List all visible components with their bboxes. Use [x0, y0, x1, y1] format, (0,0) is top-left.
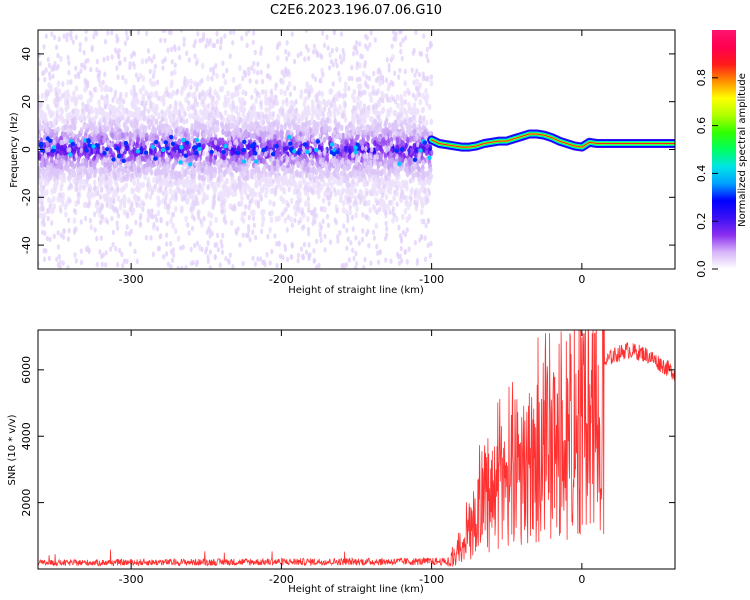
colorbar-gradient — [712, 30, 736, 269]
x-tick-label: 0 — [578, 273, 585, 286]
colorbar-tick-label: 0.6 — [695, 117, 708, 135]
y-tick-label: 6000 — [20, 356, 33, 384]
x-tick-label: 0 — [578, 573, 585, 586]
snr-series-line — [38, 330, 675, 567]
colorbar-ticks: 0.0 0.2 0.4 0.6 0.8 — [695, 69, 718, 278]
snr-x-ticks: -300 -200 -100 0 — [119, 330, 585, 586]
colorbar-tick-label: 0.2 — [695, 212, 708, 230]
y-tick-label: 40 — [20, 47, 33, 61]
spectrogram-y-ticks: -40 -20 0 20 40 — [20, 47, 675, 254]
doppler-track-layer-5 — [431, 133, 675, 148]
colorbar-tick-label: 0.4 — [695, 165, 708, 183]
x-tick-label: -100 — [419, 273, 444, 286]
x-tick-label: -100 — [419, 573, 444, 586]
spectrogram-noise — [38, 30, 434, 269]
snr-frame — [37, 329, 676, 570]
spectrogram-y-label: Frequency (Hz) — [9, 112, 20, 188]
y-tick-label: 4000 — [20, 422, 33, 450]
colorbar-label: Normalized spectral amplitude — [737, 73, 748, 227]
snr-y-ticks: 2000 4000 6000 — [20, 356, 675, 517]
y-tick-label: -20 — [20, 188, 33, 206]
colorbar-tick-label: 0.0 — [695, 260, 708, 278]
snr-panel: -300 -200 -100 0 2000 4000 6000 Height of str… — [7, 329, 676, 595]
x-tick-label: -300 — [119, 573, 144, 586]
spectrogram-x-ticks: -300 -200 -100 0 — [119, 30, 585, 286]
snr-x-label: Height of straight line (km) — [288, 584, 424, 595]
y-tick-label: 0 — [20, 146, 33, 153]
x-tick-label: -200 — [269, 573, 294, 586]
doppler-track — [427, 129, 675, 152]
spectrogram-x-label: Height of straight line (km) — [288, 285, 424, 296]
colorbar-tick-label: 0.8 — [695, 69, 708, 87]
x-tick-label: -300 — [119, 273, 144, 286]
y-tick-label: 2000 — [20, 489, 33, 517]
x-tick-label: -200 — [269, 273, 294, 286]
figure-title: C2E6.2023.196.07.06.G10 — [270, 3, 442, 18]
y-tick-label: 20 — [20, 95, 33, 109]
colorbar: 0.0 0.2 0.4 0.6 0.8 Normalized spectral ampl… — [695, 30, 748, 278]
snr-y-label: SNR (10 * v/v) — [7, 414, 18, 485]
y-tick-label: -40 — [20, 236, 33, 254]
